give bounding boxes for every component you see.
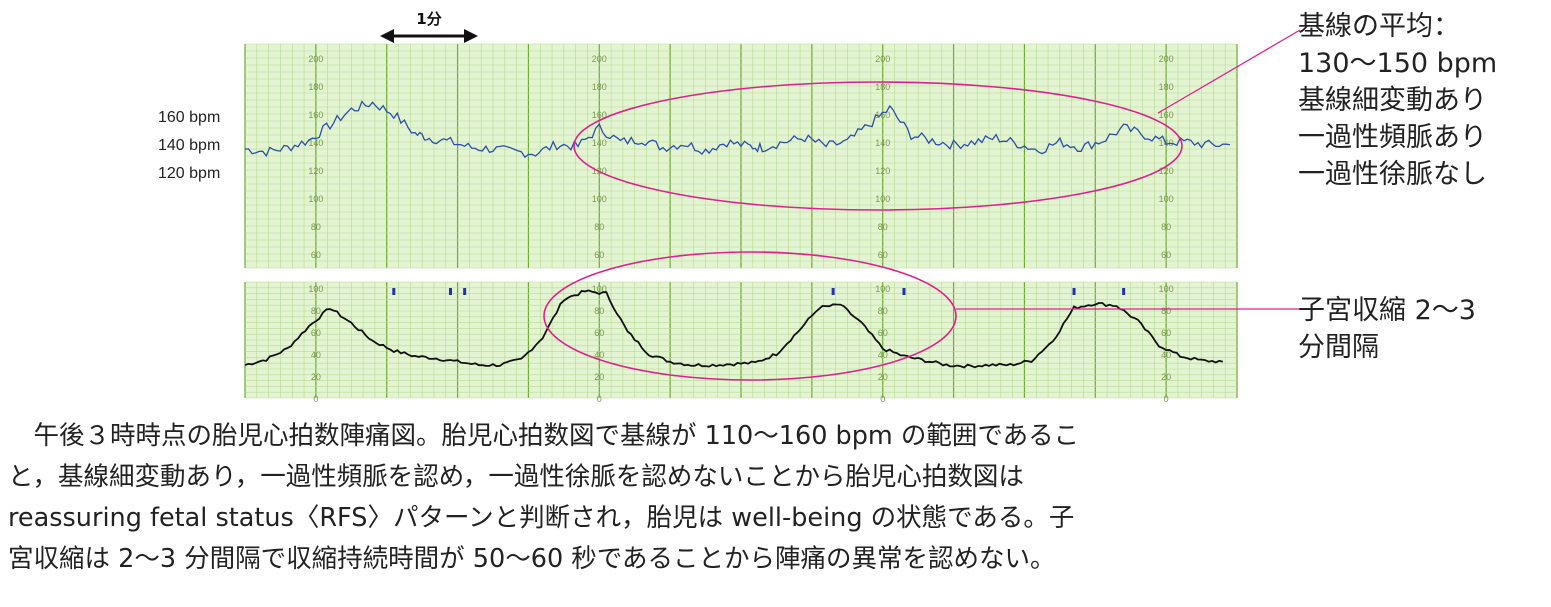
- fhr-tick-label: 200: [592, 54, 607, 64]
- uc-markers: [392, 288, 1126, 295]
- fhr-tick-label: 120: [308, 166, 323, 176]
- uc-tick-label: 100: [1159, 284, 1174, 294]
- bpm-label-160: 160 bpm: [158, 109, 221, 126]
- uc-tick-label: 40: [1161, 350, 1171, 360]
- fhr-tick-label: 120: [1159, 166, 1174, 176]
- uc-tick-label: 40: [878, 350, 888, 360]
- uc-marker: [831, 288, 835, 295]
- uc-tick-label: 60: [594, 328, 604, 338]
- bpm-label-120: 120 bpm: [158, 165, 221, 182]
- uc-tick-label: 20: [594, 372, 604, 382]
- uc-tick-label: 80: [594, 306, 604, 316]
- fhr-tick-label: 60: [1161, 250, 1171, 260]
- caption-line: 午後３時時点の胎児心拍数陣痛図。胎児心拍数図で基線が 110〜160 bpm の…: [8, 421, 1080, 451]
- fhr-note: 一過性徐脈なし: [1298, 159, 1487, 190]
- fhr-tick-label: 80: [311, 222, 321, 232]
- fhr-tick-label: 180: [875, 82, 890, 92]
- uc-tick-label: 60: [1161, 328, 1171, 338]
- bpm-label-140: 140 bpm: [158, 137, 221, 154]
- fhr-grid: [244, 43, 1238, 269]
- uc-tick-label: 20: [1161, 372, 1171, 382]
- fhr-tick-label: 80: [1161, 222, 1171, 232]
- uc-marker: [1122, 288, 1126, 295]
- uc-tick-label: 80: [1161, 306, 1171, 316]
- caption-line: と，基線細変動あり，一過性頻脈を認め，一過性徐脈を認めないことから胎児心拍数図は: [8, 462, 1024, 492]
- uc-tick-label: 20: [878, 372, 888, 382]
- fhr-note: 基線細変動あり: [1298, 85, 1487, 116]
- fhr-y-ticks: 60 80 100 120 140 160 180 200 60 80 100 120 140 160 18…: [308, 54, 1173, 260]
- uc-note: 分間隔: [1298, 332, 1379, 363]
- fhr-tick-label: 180: [1159, 82, 1174, 92]
- uc-tick-label: 80: [311, 306, 321, 316]
- caption-line: 宮収縮は 2〜3 分間隔で収縮持続時間が 50〜60 秒であることから陣痛の異常…: [8, 544, 1056, 574]
- uc-tick-label: 60: [878, 328, 888, 338]
- uc-tick-label: 0: [313, 394, 318, 404]
- fhr-tick-label: 100: [592, 194, 607, 204]
- uc-tick-label: 40: [594, 350, 604, 360]
- fhr-tick-label: 80: [594, 222, 604, 232]
- fhr-highlight-ellipse: [573, 81, 1183, 211]
- fhr-trace: [244, 100, 1231, 159]
- ctg-figure: 6080100120140160180200608010012014016018…: [244, 10, 1301, 404]
- uc-marker: [463, 288, 467, 295]
- uc-tick-label: 20: [311, 372, 321, 382]
- uc-tick-label: 0: [1164, 394, 1169, 404]
- fhr-tick-label: 160: [875, 110, 890, 120]
- uc-highlight-ellipse: [543, 251, 957, 381]
- fhr-tick-label: 60: [594, 250, 604, 260]
- uc-tick-label: 100: [308, 284, 323, 294]
- caption-line: reassuring fetal status〈RFS〉パターンと判断され，胎児…: [8, 503, 1075, 533]
- fhr-tick-label: 200: [308, 54, 323, 64]
- uc-tick-label: 0: [597, 394, 602, 404]
- uc-tick-label: 0: [880, 394, 885, 404]
- fhr-note: 一過性頻脈あり: [1298, 122, 1487, 153]
- fhr-leader-line: [1157, 29, 1301, 114]
- uc-grid: [244, 281, 1238, 399]
- fhr-tick-label: 180: [592, 82, 607, 92]
- uc-marker: [448, 288, 452, 295]
- uc-note: 子宮収縮 2〜3: [1298, 295, 1476, 326]
- fhr-tick-label: 160: [592, 110, 607, 120]
- fhr-tick-label: 60: [311, 250, 321, 260]
- fhr-tick-label: 180: [308, 82, 323, 92]
- uc-tick-label: 60: [311, 328, 321, 338]
- uc-notes: 子宮収縮 2〜3 分間隔: [1298, 292, 1476, 366]
- fhr-tick-label: 60: [878, 250, 888, 260]
- fhr-tick-label: 80: [878, 222, 888, 232]
- fhr-tick-label: 200: [875, 54, 890, 64]
- fhr-note: 130〜150 bpm: [1298, 48, 1498, 79]
- fhr-tick-label: 160: [308, 110, 323, 120]
- uc-tick-label: 40: [311, 350, 321, 360]
- fhr-tick-label: 200: [1159, 54, 1174, 64]
- uc-tick-label: 100: [875, 284, 890, 294]
- one-minute-label: 1分: [416, 10, 441, 28]
- uc-marker: [1072, 288, 1076, 295]
- fhr-tick-label: 140: [875, 138, 890, 148]
- one-minute-annotation: 1分: [380, 10, 478, 43]
- uc-trace: [244, 289, 1224, 369]
- fhr-note: 基線の平均：: [1298, 11, 1460, 42]
- fhr-tick-label: 100: [308, 194, 323, 204]
- uc-marker: [902, 288, 906, 295]
- fhr-tick-label: 160: [1159, 110, 1174, 120]
- uc-tick-label: 100: [592, 284, 607, 294]
- fhr-tick-label: 140: [592, 138, 607, 148]
- fhr-tick-label: 140: [308, 138, 323, 148]
- uc-marker: [392, 288, 396, 295]
- fhr-tick-label: 100: [875, 194, 890, 204]
- figure-caption: 午後３時時点の胎児心拍数陣痛図。胎児心拍数図で基線が 110〜160 bpm の…: [8, 416, 1548, 580]
- fhr-tick-label: 100: [1159, 194, 1174, 204]
- uc-y-ticks: 0 20 40 60 80 100 0 20 40 60 80 100 0 20 40 60 80 100 0 20 4…: [308, 284, 1173, 404]
- fhr-notes: 基線の平均： 130〜150 bpm 基線細変動あり 一過性頻脈あり 一過性徐脈…: [1298, 8, 1497, 193]
- fhr-tick-label: 120: [875, 166, 890, 176]
- uc-tick-label: 80: [878, 306, 888, 316]
